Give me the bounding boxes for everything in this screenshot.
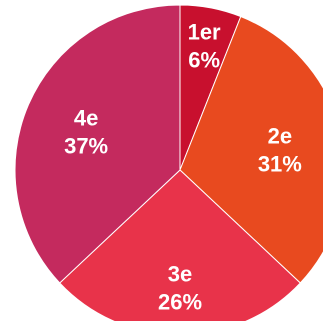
- pie-slice-percent-label: 37%: [64, 133, 108, 158]
- pie-slice-category-label: 2e: [268, 124, 292, 149]
- pie-slice-category-label: 1er: [188, 20, 221, 45]
- pie-slice-4e: [14, 4, 181, 284]
- pie-slice-category-label: 3e: [168, 262, 192, 287]
- pie-slice-percent-label: 6%: [188, 48, 220, 73]
- pie-slice-percent-label: 31%: [258, 152, 302, 177]
- pie-slices: [14, 4, 323, 321]
- pie-slice-2e: [179, 15, 323, 284]
- pie-slice-3e: [59, 169, 301, 321]
- pie-labels: 1er 6% 2e 31% 3e 26% 4e 37%: [64, 20, 302, 315]
- pie-slice-percent-label: 26%: [158, 290, 202, 315]
- pie-slice-category-label: 4e: [74, 105, 98, 130]
